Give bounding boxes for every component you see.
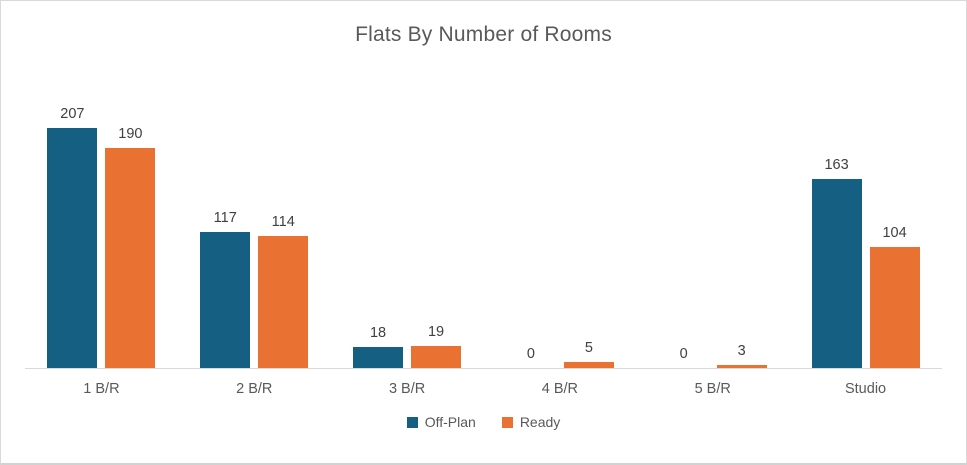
category-axis: 1 B/R 2 B/R 3 B/R 4 B/R 5 B/R Studio (25, 369, 942, 397)
bar-ready[interactable] (716, 364, 767, 368)
category-label: 3 B/R (388, 381, 426, 397)
value-label: 0 (679, 346, 688, 362)
value-label: 163 (824, 157, 849, 173)
bar-off-plan[interactable] (353, 347, 404, 368)
bar-slot: 104 (869, 69, 920, 368)
value-label: 19 (427, 324, 445, 340)
value-label: 117 (213, 210, 237, 227)
value-label: 104 (882, 225, 907, 242)
bar-ready[interactable] (105, 147, 156, 368)
bar-off-plan[interactable] (47, 128, 98, 368)
value-label: 114 (271, 213, 295, 230)
bar-off-plan[interactable] (811, 179, 862, 368)
category-label: 1 B/R (83, 381, 120, 397)
category-label: 4 B/R (541, 381, 579, 397)
bar-slot: 0 (506, 69, 556, 368)
value-label: 0 (526, 346, 535, 362)
bar-slot: 3 (716, 69, 767, 368)
bar-slot: 207 (47, 69, 98, 368)
value-label: 5 (584, 340, 593, 357)
bar-ready[interactable] (411, 346, 462, 368)
bar-ready[interactable] (869, 247, 920, 368)
legend-label: Ready (519, 414, 561, 430)
category-label: 5 B/R (694, 381, 731, 397)
bar-slot: 163 (811, 69, 862, 368)
bar-group: 18 19 (331, 69, 484, 368)
plot-area: 207 190 117 114 18 19 0 5 0 3 163 104 (25, 69, 942, 369)
bar-off-plan[interactable] (200, 232, 251, 368)
bar-ready[interactable] (563, 362, 614, 368)
bar-slot: 0 (659, 69, 709, 368)
off-plan-swatch-icon (406, 416, 418, 428)
value-label: 18 (369, 325, 387, 342)
value-label: 3 (737, 342, 746, 359)
legend: Off-Plan Ready (25, 414, 942, 430)
category-label: Studio (844, 381, 887, 397)
chart-title: Flats By Number of Rooms (355, 23, 612, 46)
bar-slot: 5 (563, 69, 614, 368)
legend-item-ready[interactable]: Ready (501, 414, 561, 430)
legend-item-off-plan[interactable]: Off-Plan (406, 414, 476, 430)
bar-group: 117 114 (178, 69, 331, 368)
bar-slot: 190 (105, 69, 156, 368)
ready-swatch-icon (501, 416, 513, 428)
value-label: 190 (118, 125, 143, 142)
legend-label: Off-Plan (424, 414, 476, 430)
value-label: 207 (60, 106, 85, 122)
bar-slot: 18 (353, 69, 404, 368)
bar-group: 163 104 (789, 69, 942, 368)
category-label: 2 B/R (236, 381, 273, 397)
bar-ready[interactable] (258, 235, 309, 368)
bar-slot: 117 (200, 69, 251, 368)
bar-slot: 19 (411, 69, 462, 368)
bar-group: 207 190 (25, 69, 178, 368)
bar-slot: 114 (258, 69, 309, 368)
